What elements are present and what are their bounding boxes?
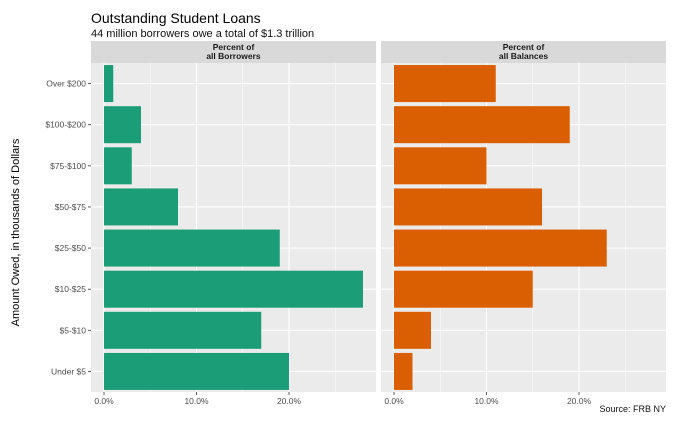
x-tick-label: 10.0% xyxy=(184,396,209,406)
bar xyxy=(394,270,533,308)
y-tick-label: $75-$100 xyxy=(50,161,86,171)
bar xyxy=(394,229,607,267)
bar xyxy=(104,229,280,267)
x-tick-label: 0.0% xyxy=(94,396,114,406)
bar xyxy=(104,106,141,144)
bar xyxy=(394,147,487,185)
y-tick-label: $10-$25 xyxy=(55,284,86,294)
chart-subtitle: 44 million borrowers owe a total of $1.3… xyxy=(91,28,315,40)
y-tick-label: $5-$10 xyxy=(60,325,87,335)
bar xyxy=(394,311,431,349)
bar xyxy=(394,188,542,226)
y-axis-title: Amount Owed, in thousands of Dollars xyxy=(10,138,22,326)
bar xyxy=(394,65,496,103)
y-tick-label: $25-$50 xyxy=(55,243,86,253)
y-tick-label: Over $200 xyxy=(46,79,86,89)
facet-strip-label: Percent of all Balances xyxy=(499,42,548,61)
facet-strip xyxy=(91,41,376,63)
x-tick-label: 20.0% xyxy=(567,396,592,406)
bar xyxy=(104,270,363,308)
bar xyxy=(104,65,114,103)
y-tick-label: Under $5 xyxy=(51,366,86,376)
y-tick-label: $50-$75 xyxy=(55,202,86,212)
y-tick-label: $100-$200 xyxy=(45,120,86,130)
x-tick-label: 0.0% xyxy=(384,396,404,406)
bar xyxy=(104,352,289,390)
bar xyxy=(104,188,178,226)
facet-strip-label: Percent of all Borrowers xyxy=(206,42,261,61)
x-tick-label: 20.0% xyxy=(277,396,302,406)
chart-title: Outstanding Student Loans xyxy=(91,10,261,26)
facet-strip xyxy=(381,41,666,63)
bar xyxy=(394,352,413,390)
source-caption: Source: FRB NY xyxy=(599,404,666,414)
x-tick-label: 10.0% xyxy=(474,396,499,406)
bar xyxy=(394,106,570,144)
bar xyxy=(104,147,132,185)
bar xyxy=(104,311,262,349)
